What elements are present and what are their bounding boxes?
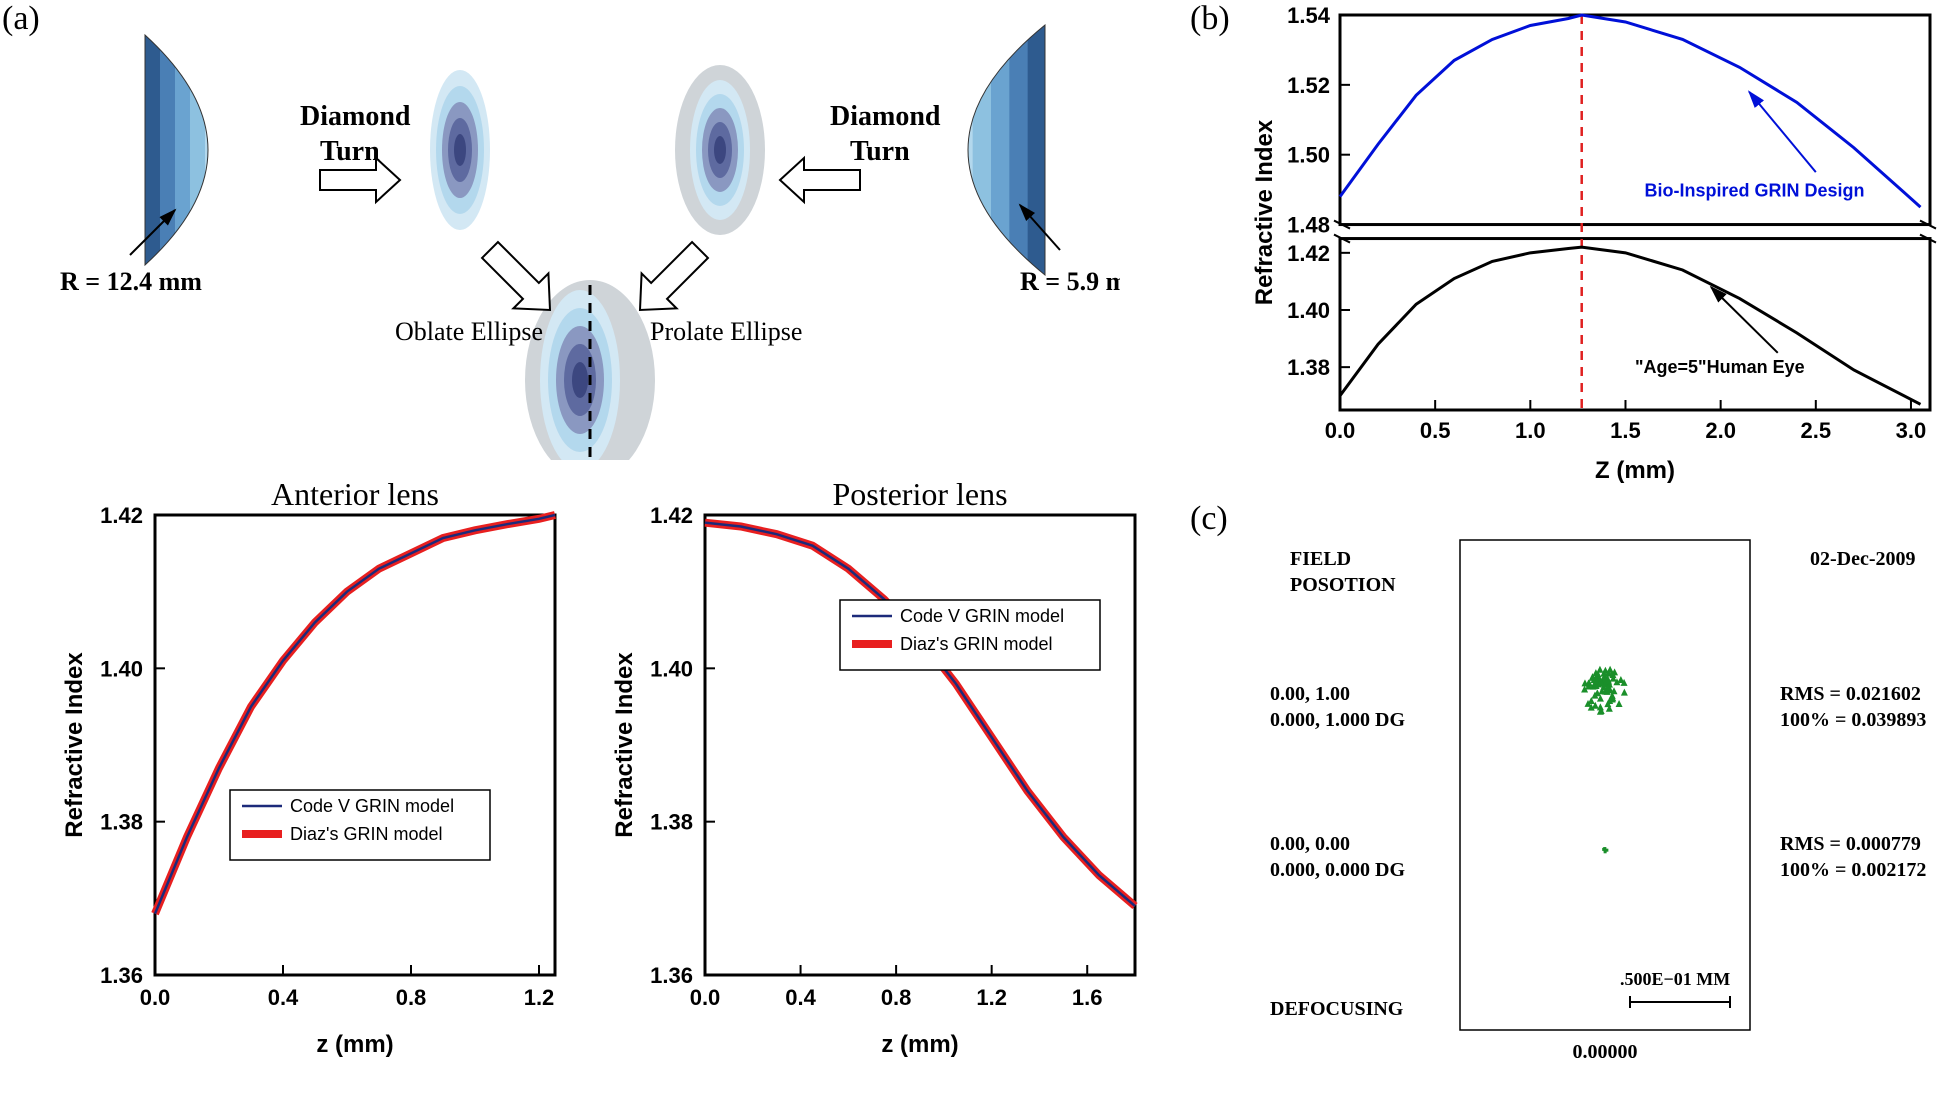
svg-text:.500E−01 MM: .500E−01 MM: [1620, 969, 1730, 989]
svg-text:z (mm): z (mm): [316, 1031, 393, 1058]
svg-text:1.36: 1.36: [650, 963, 693, 988]
svg-text:1.38: 1.38: [100, 810, 143, 835]
svg-text:Code V GRIN model: Code V GRIN model: [290, 796, 454, 816]
panel-a-schematic: Diamond Turn Diamond Turn R = 12.4 mm R = 5.9…: [60, 20, 1120, 460]
anterior-chart: 0.0 0.4 0.8 1.2 1.36 1.38 1.40 1.42 z (mm) Refrac…: [60, 470, 570, 1060]
panel-label-a: (a): [2, 0, 40, 38]
svg-text:1.40: 1.40: [650, 656, 693, 681]
svg-text:0.00, 1.00: 0.00, 1.00: [1270, 683, 1350, 705]
svg-text:Refractive Index: Refractive Index: [1251, 119, 1278, 305]
anterior-svg: 0.0 0.4 0.8 1.2 1.36 1.38 1.40 1.42 z (mm) Refrac…: [60, 470, 570, 1060]
svg-text:Turn: Turn: [320, 136, 380, 167]
svg-text:Diaz's GRIN model: Diaz's GRIN model: [900, 634, 1052, 654]
svg-text:0.8: 0.8: [396, 985, 427, 1010]
svg-text:100% = 0.002172: 100% = 0.002172: [1780, 859, 1926, 881]
svg-text:0.000, 0.000 DG: 0.000, 0.000 DG: [1270, 859, 1405, 881]
svg-text:1.52: 1.52: [1287, 73, 1330, 98]
schematic-svg: Diamond Turn Diamond Turn R = 12.4 mm R = 5.9…: [60, 20, 1120, 460]
svg-text:Code V GRIN model: Code V GRIN model: [900, 606, 1064, 626]
svg-text:1.38: 1.38: [1287, 355, 1330, 380]
svg-text:POSOTION: POSOTION: [1290, 574, 1396, 596]
svg-text:2.5: 2.5: [1801, 418, 1832, 443]
svg-text:1.54: 1.54: [1287, 3, 1331, 28]
svg-text:1.36: 1.36: [100, 963, 143, 988]
svg-text:Oblate Ellipse: Oblate Ellipse: [395, 317, 543, 346]
svg-text:1.0: 1.0: [1515, 418, 1546, 443]
svg-text:RMS = 0.021602: RMS = 0.021602: [1780, 683, 1921, 705]
svg-text:0.0: 0.0: [690, 985, 721, 1010]
svg-text:Refractive Index: Refractive Index: [61, 652, 88, 838]
panel-c-spot-diagram: FIELD POSOTION 02-Dec-2009 0.00, 1.00 0.000,…: [1250, 510, 1950, 1080]
svg-text:FIELD: FIELD: [1290, 548, 1351, 570]
svg-text:2.0: 2.0: [1705, 418, 1736, 443]
posterior-chart: 0.0 0.4 0.8 1.2 1.6 1.36 1.38 1.40 1.42 z (mm) Ref…: [610, 470, 1150, 1060]
svg-text:Prolate Ellipse: Prolate Ellipse: [650, 317, 802, 346]
svg-text:0.0: 0.0: [1325, 418, 1356, 443]
svg-text:1.42: 1.42: [650, 503, 693, 528]
svg-text:0.000, 1.000 DG: 0.000, 1.000 DG: [1270, 709, 1405, 731]
svg-text:02-Dec-2009: 02-Dec-2009: [1810, 548, 1916, 570]
svg-text:RMS = 0.000779: RMS = 0.000779: [1780, 833, 1921, 855]
svg-text:1.40: 1.40: [100, 656, 143, 681]
svg-text:z (mm): z (mm): [881, 1031, 958, 1058]
panel-b-svg: 0.0 0.5 1.0 1.5 2.0 2.5 3.0 1.48 1.50 1.52 1.54 1.3…: [1250, 0, 1950, 490]
svg-text:1.5: 1.5: [1610, 418, 1641, 443]
svg-text:0.5: 0.5: [1420, 418, 1451, 443]
svg-text:Diamond: Diamond: [830, 101, 941, 132]
svg-text:1.38: 1.38: [650, 810, 693, 835]
svg-text:Bio-Inspired GRIN Design: Bio-Inspired GRIN Design: [1645, 181, 1865, 201]
svg-text:1.42: 1.42: [100, 503, 143, 528]
svg-text:Anterior lens: Anterior lens: [271, 476, 439, 512]
panel-c-svg: FIELD POSOTION 02-Dec-2009 0.00, 1.00 0.000,…: [1250, 510, 1950, 1080]
svg-text:0.0: 0.0: [140, 985, 171, 1010]
svg-text:100% = 0.039893: 100% = 0.039893: [1780, 709, 1926, 731]
svg-text:0.00, 0.00: 0.00, 0.00: [1270, 833, 1350, 855]
panel-b-chart: 0.0 0.5 1.0 1.5 2.0 2.5 3.0 1.48 1.50 1.52 1.54 1.3…: [1250, 0, 1950, 490]
svg-text:Refractive Index: Refractive Index: [611, 652, 638, 838]
svg-text:Turn: Turn: [850, 136, 910, 167]
svg-text:Diaz's GRIN model: Diaz's GRIN model: [290, 824, 442, 844]
svg-text:0.4: 0.4: [785, 985, 816, 1010]
svg-text:1.42: 1.42: [1287, 241, 1330, 266]
svg-text:"Age=5"Human Eye: "Age=5"Human Eye: [1635, 357, 1805, 377]
r-left-label: R = 12.4 mm: [60, 267, 202, 296]
svg-text:0.4: 0.4: [268, 985, 299, 1010]
svg-text:1.6: 1.6: [1072, 985, 1103, 1010]
svg-text:Z (mm): Z (mm): [1595, 457, 1675, 484]
svg-text:0.00000: 0.00000: [1573, 1041, 1638, 1063]
svg-text:1.2: 1.2: [524, 985, 555, 1010]
svg-text:1.48: 1.48: [1287, 213, 1330, 238]
svg-text:3.0: 3.0: [1896, 418, 1927, 443]
posterior-svg: 0.0 0.4 0.8 1.2 1.6 1.36 1.38 1.40 1.42 z (mm) Ref…: [610, 470, 1150, 1060]
svg-text:1.2: 1.2: [976, 985, 1007, 1010]
svg-text:DEFOCUSING: DEFOCUSING: [1270, 998, 1404, 1020]
svg-text:1.40: 1.40: [1287, 298, 1330, 323]
svg-text:Posterior lens: Posterior lens: [832, 476, 1007, 512]
panel-label-b: (b): [1190, 0, 1230, 38]
svg-text:Diamond: Diamond: [300, 101, 411, 132]
svg-text:R = 5.9 mm: R = 5.9 mm: [1020, 267, 1120, 296]
svg-text:0.8: 0.8: [881, 985, 912, 1010]
panel-label-c: (c): [1190, 500, 1228, 538]
svg-text:1.50: 1.50: [1287, 143, 1330, 168]
